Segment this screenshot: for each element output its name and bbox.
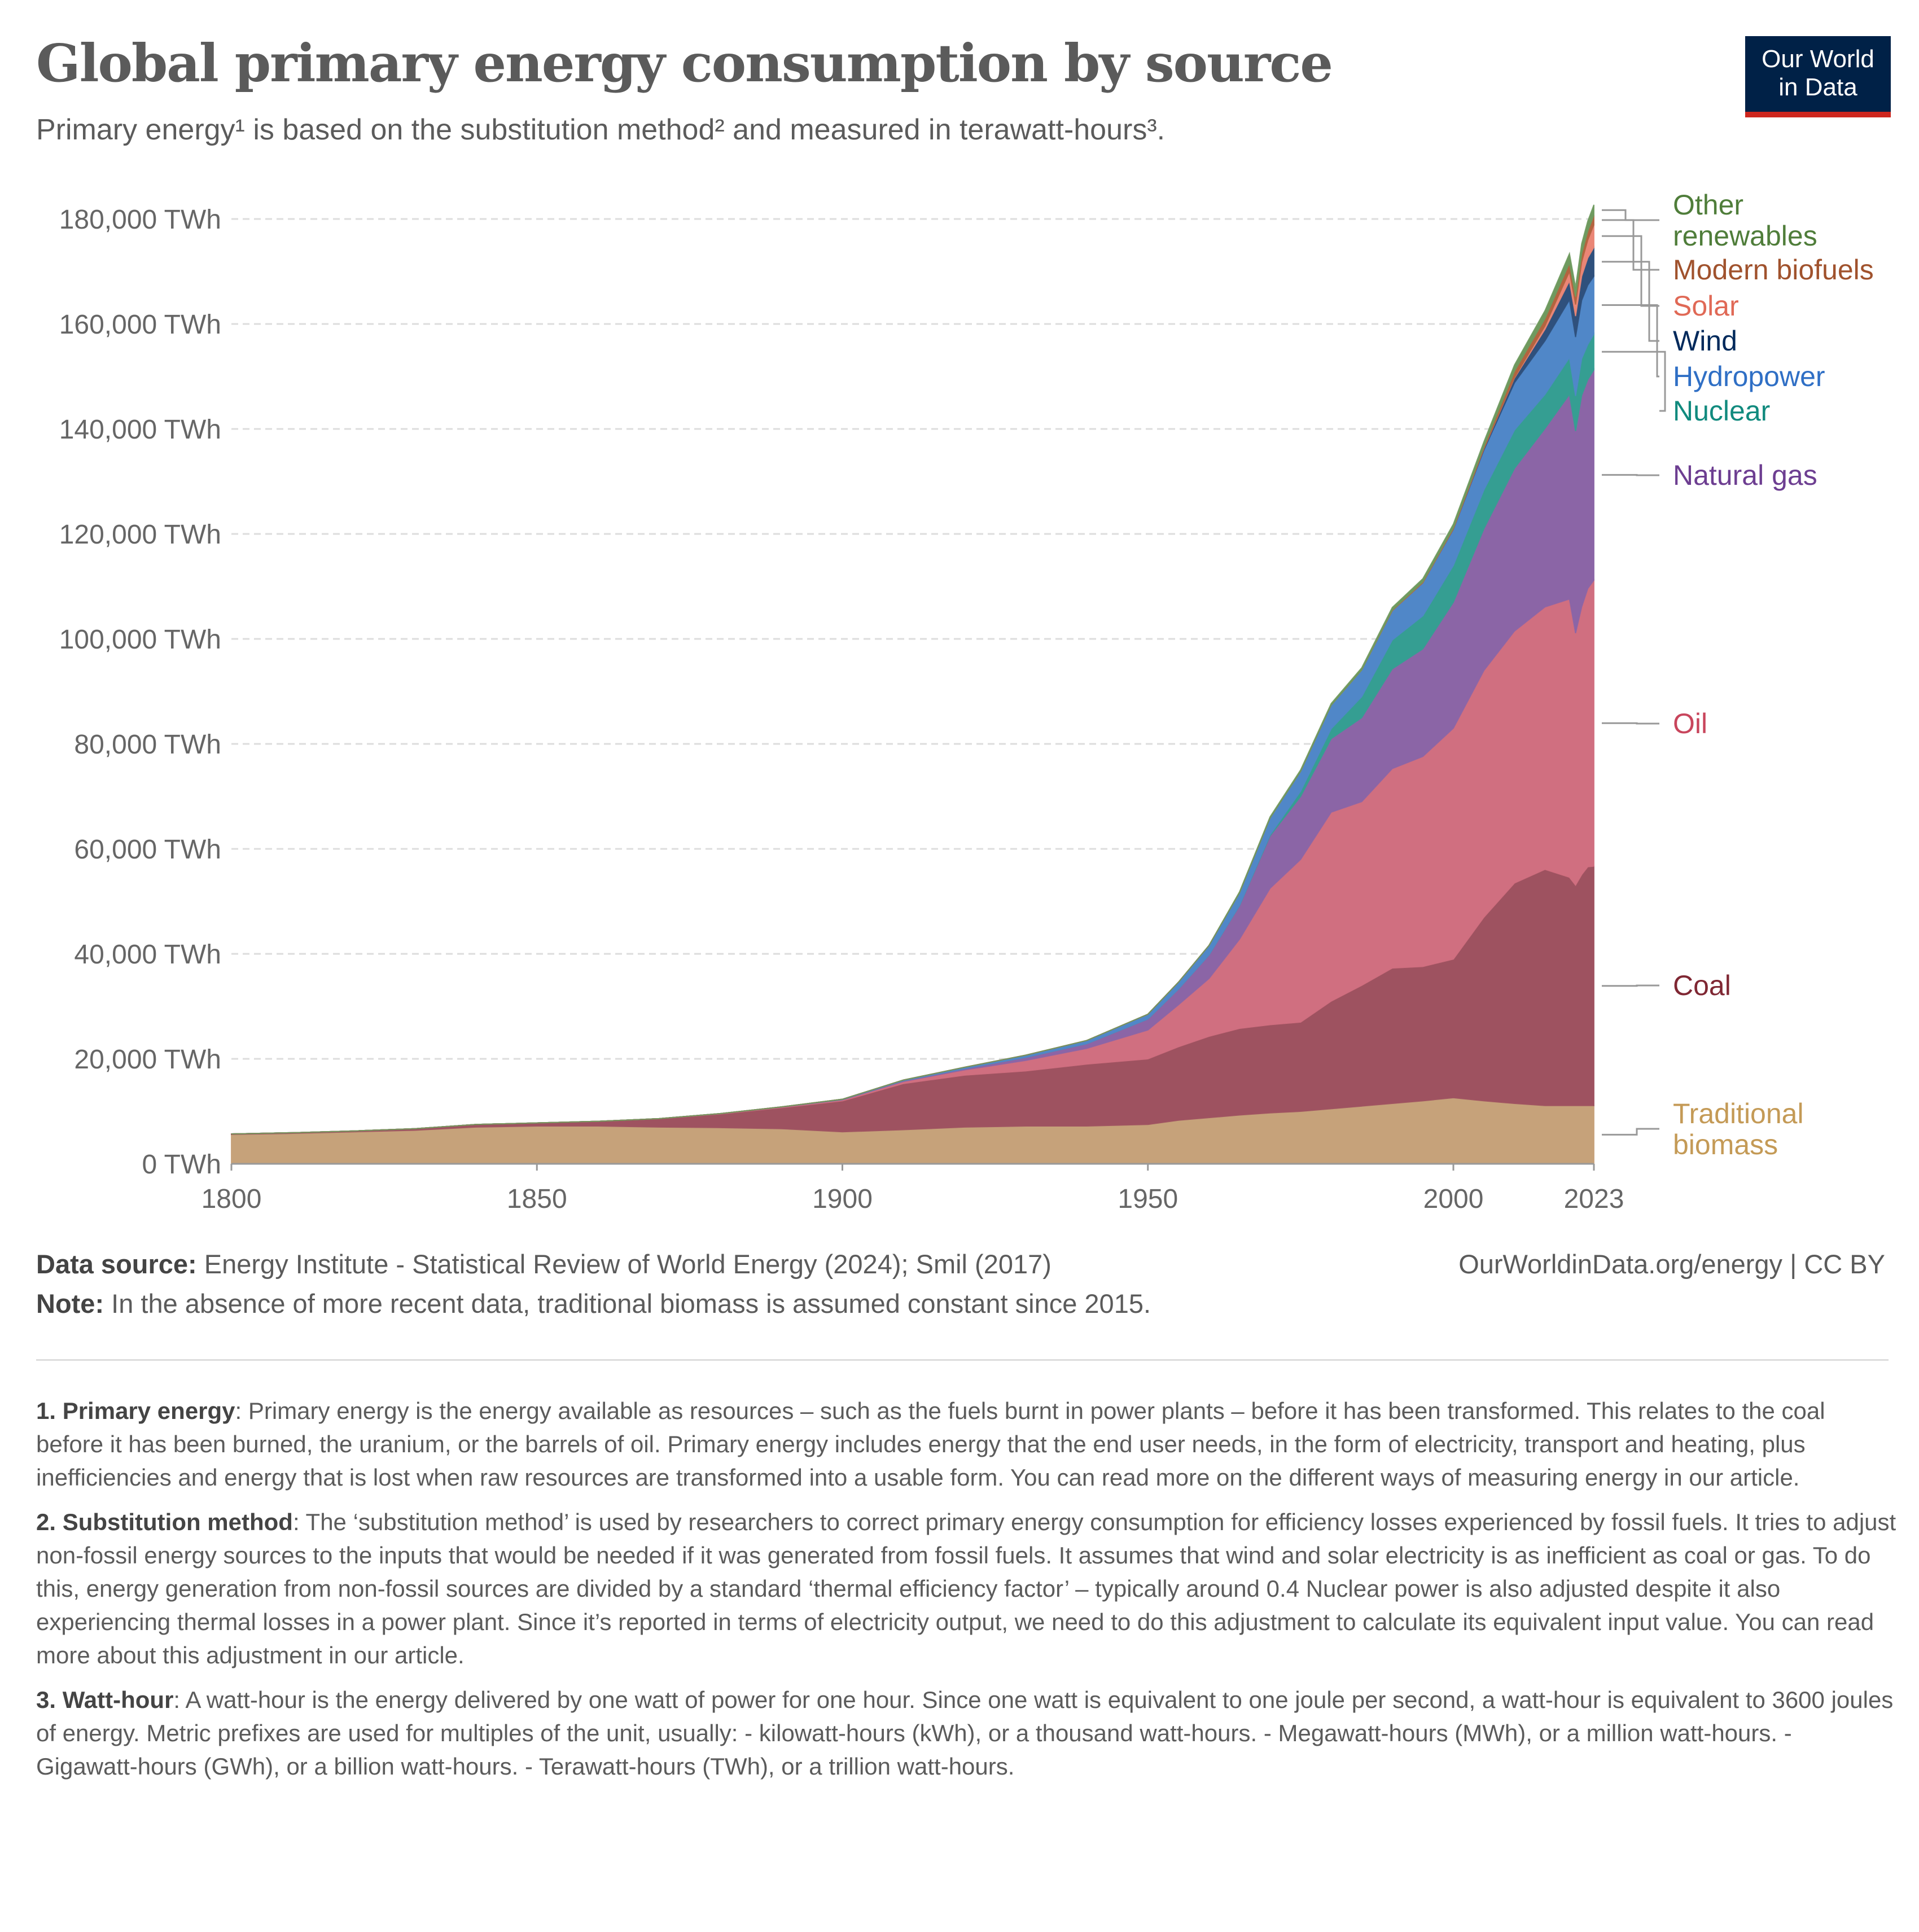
source-text: Energy Institute - Statistical Review of… [196,1249,1051,1279]
label-connector [1602,219,1659,271]
data-note: Note: In the absence of more recent data… [36,1288,1151,1319]
y-tick-label: 60,000 TWh [74,835,221,865]
y-tick-label: 40,000 TWh [74,940,221,970]
owid-logo[interactable]: Our World in Data [1745,36,1891,117]
series-label: Natural gas [1673,459,1817,491]
y-tick-label: 100,000 TWh [59,625,221,655]
x-tick-label: 2000 [1423,1184,1484,1214]
series-label: biomass [1673,1129,1778,1160]
label-connector [1602,261,1659,342]
label-connector [1602,984,1659,987]
footnote-primary-energy: 1. Primary energy: Primary energy is the… [36,1394,1899,1494]
chart-subtitle: Primary energy¹ is based on the substitu… [36,113,1166,146]
footnotes: 1. Primary energy: Primary energy is the… [36,1394,1899,1794]
series-label: Solar [1673,290,1739,322]
y-tick-label: 20,000 TWh [74,1045,221,1075]
logo-line-1: Our World [1762,45,1874,73]
y-tick-label: 140,000 TWh [59,415,221,445]
series-label: Oil [1673,708,1707,739]
series-label: Coal [1673,970,1731,1001]
stacked-area-chart: 0 TWh 20,000 TWh 40,000 TWh 60,000 TWh 80,00… [59,189,1874,1214]
x-tick-label: 1900 [812,1184,873,1214]
series-label: Modern biofuels [1673,254,1874,286]
footnote-label: 3. Watt-hour [36,1686,174,1713]
chart-title: Global primary energy consumption by sou… [36,33,1333,94]
series-label: Nuclear [1673,395,1770,427]
footnote-text: : A watt-hour is the energy delivered by… [36,1686,1894,1780]
x-tick-label: 1800 [201,1184,262,1214]
note-label: Note: [36,1289,104,1318]
x-tick-label: 1850 [507,1184,567,1214]
x-tick-label: 2023 [1564,1184,1624,1214]
label-connector [1602,235,1659,307]
source-label: Data source: [36,1249,197,1279]
series-label: renewables [1673,220,1817,252]
y-tick-label: 180,000 TWh [59,205,221,235]
footnote-watt-hour: 3. Watt-hour: A watt-hour is the energy … [36,1683,1899,1783]
footnote-text: : The ‘substitution method’ is used by r… [36,1509,1896,1668]
series-label: Wind [1673,325,1737,357]
footnote-label: 2. Substitution method [36,1509,293,1535]
y-tick-label: 120,000 TWh [59,520,221,550]
label-connector [1602,209,1659,221]
note-text: In the absence of more recent data, trad… [104,1289,1151,1318]
x-tick-label: 1950 [1118,1184,1178,1214]
y-tick-label: 160,000 TWh [59,310,221,340]
y-tick-label: 80,000 TWh [74,730,221,760]
divider [36,1359,1889,1361]
series-label: Traditional [1673,1098,1804,1129]
footnote-substitution-method: 2. Substitution method: The ‘substitutio… [36,1505,1899,1672]
label-connector [1602,351,1666,412]
source-url-link[interactable]: OurWorldinData.org/energy | CC BY [1458,1249,1885,1279]
series-label: Other [1673,189,1743,221]
footnote-text: : Primary energy is the energy available… [36,1397,1825,1491]
data-source: Data source: Energy Institute - Statisti… [36,1248,1051,1280]
footnote-label: 1. Primary energy [36,1397,235,1424]
label-connector [1602,722,1659,725]
series-label: Hydropower [1673,361,1825,392]
area-other-renewables [231,204,1594,1135]
y-tick-label: 0 TWh [142,1150,221,1180]
label-connector [1602,1128,1659,1136]
logo-line-2: in Data [1778,73,1857,101]
